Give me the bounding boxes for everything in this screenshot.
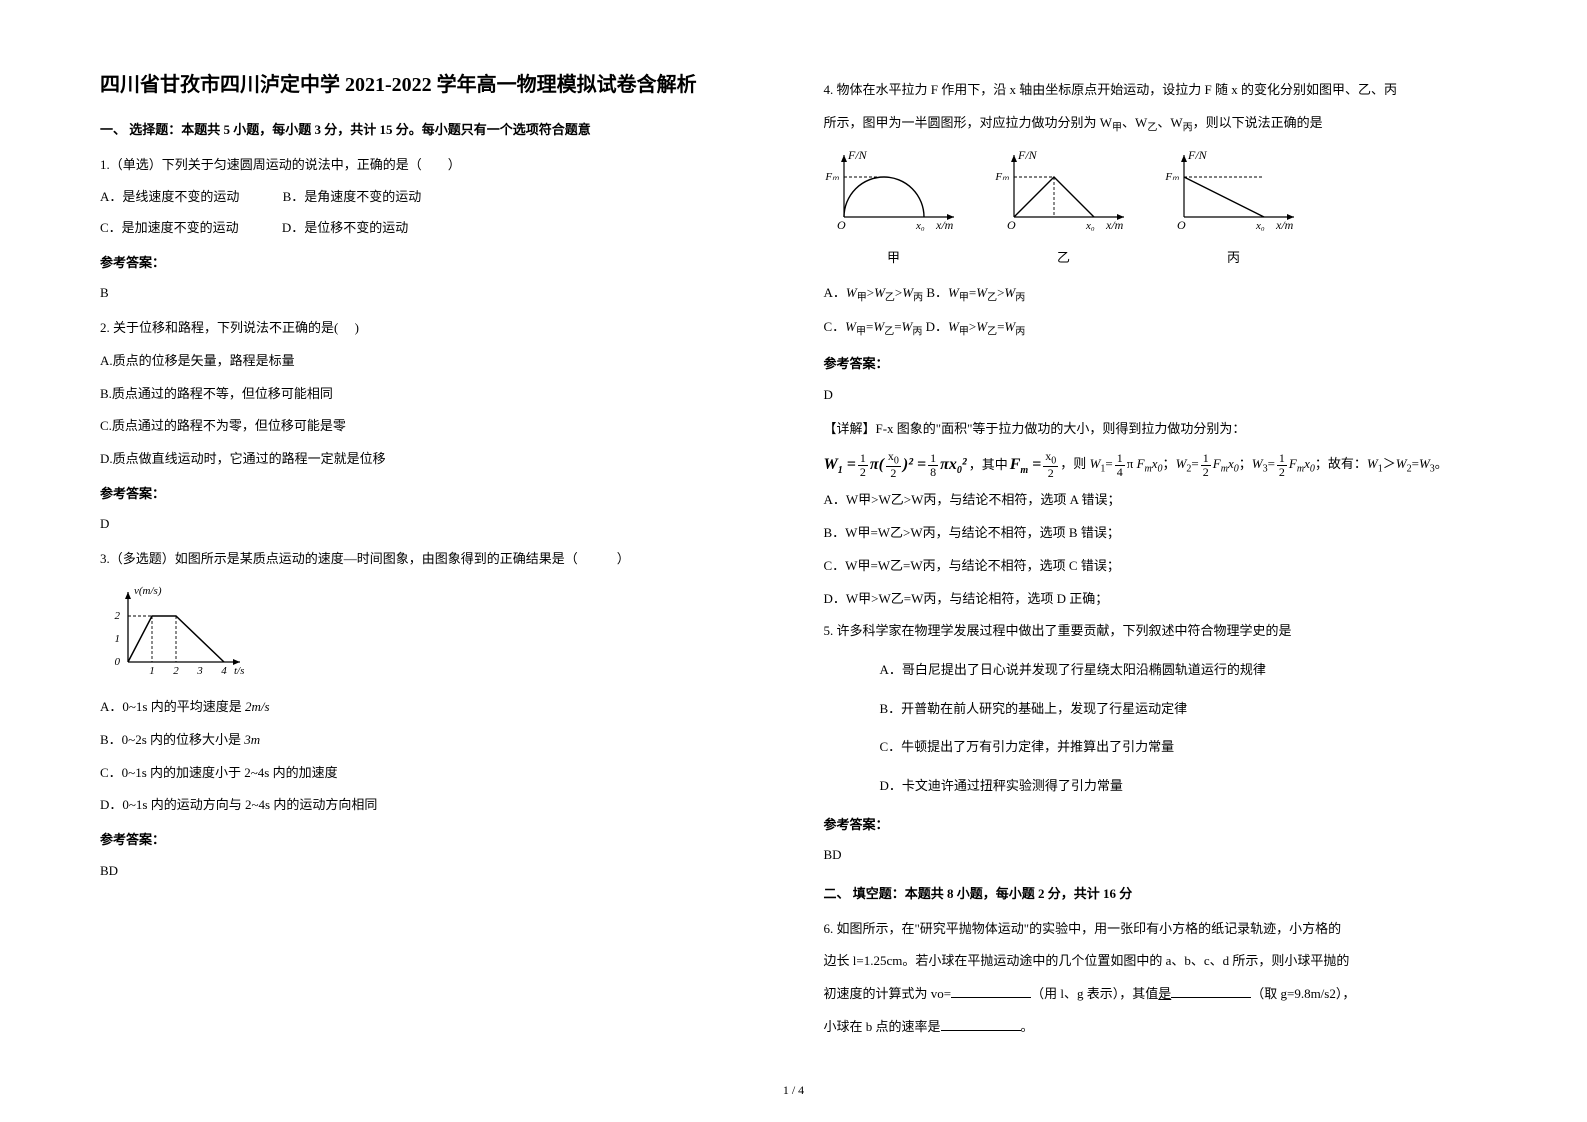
q3-opt-d: D．0~1s 内的运动方向与 2~4s 内的运动方向相同 <box>100 793 764 818</box>
q1-opts-row2: C．是加速度不变的运动 D．是位移不变的运动 <box>100 216 764 241</box>
svg-text:O: O <box>1177 218 1186 232</box>
q1-opt-d: D．是位移不变的运动 <box>282 216 408 241</box>
q3-opt-a-text: A．0~1s 内的平均速度是 <box>100 699 245 714</box>
q2-opt-d: D.质点做直线运动时，它通过的路程一定就是位移 <box>100 447 764 472</box>
q2-opt-c: C.质点通过的路程不为零，但位移可能是零 <box>100 414 764 439</box>
q3-opt-c: C．0~1s 内的加速度小于 2~4s 内的加速度 <box>100 761 764 786</box>
svg-text:Fₘ: Fₘ <box>994 171 1009 183</box>
svg-text:O: O <box>1007 218 1016 232</box>
svg-text:x₀: x₀ <box>1085 220 1095 232</box>
svg-text:3: 3 <box>196 665 203 677</box>
svg-text:Fₘ: Fₘ <box>1164 171 1179 183</box>
section2-heading: 二、 填空题：本题共 8 小题，每小题 2 分，共计 16 分 <box>824 882 1488 907</box>
q1-stem: 1.（单选）下列关于匀速圆周运动的说法中，正确的是（ ） <box>100 153 764 178</box>
q3-opt-b: B．0~2s 内的位移大小是 3m <box>100 728 764 753</box>
q6-l3: 初速度的计算式为 vo=（用 l、g 表示），其值是（取 g=9.8m/s2）， <box>824 982 1488 1007</box>
left-column: 四川省甘孜市四川泸定中学 2021-2022 学年高一物理模拟试卷含解析 一、 … <box>100 70 764 1092</box>
svg-text:x₀: x₀ <box>915 220 925 232</box>
svg-text:O: O <box>837 218 846 232</box>
q3-ans: BD <box>100 859 764 884</box>
q2-ans: D <box>100 512 764 537</box>
right-column: 4. 物体在水平拉力 F 作用下，沿 x 轴由坐标原点开始运动，设拉力 F 随 … <box>824 70 1488 1092</box>
blank-1 <box>951 984 1031 998</box>
section1-heading: 一、 选择题：本题共 5 小题，每小题 3 分，共计 15 分。每小题只有一个选… <box>100 118 764 143</box>
q4-ans: D <box>824 383 1488 408</box>
q6-l2: 边长 l=1.25cm。若小球在平抛运动途中的几个位置如图中的 a、b、c、d … <box>824 949 1488 974</box>
q5-opt-a: A．哥白尼提出了日心说并发现了行星绕太阳沿椭圆轨道运行的规律 <box>880 658 1488 683</box>
q6-l4: 小球在 b 点的速率是。 <box>824 1015 1488 1040</box>
q3-opt-a-val: 2m/s <box>245 699 270 714</box>
q4-chart-jia: F/N x/m O Fₘ x₀ 甲 <box>824 147 964 270</box>
doc-title: 四川省甘孜市四川泸定中学 2021-2022 学年高一物理模拟试卷含解析 <box>100 70 764 100</box>
q5-stem: 5. 许多科学家在物理学发展过程中做出了重要贡献，下列叙述中符合物理学史的是 <box>824 619 1488 644</box>
q4-concl-b: B．W甲=W乙>W丙，与结论不相符，选项 B 错误； <box>824 521 1488 546</box>
q1-opt-a: A．是线速度不变的运动 <box>100 185 239 210</box>
q5-ans: BD <box>824 843 1488 868</box>
q6-l1: 6. 如图所示，在"研究平抛物体运动"的实验中，用一张印有小方格的纸记录轨迹，小… <box>824 917 1488 942</box>
q5-opt-c: C．牛顿提出了万有引力定律，并推算出了引力常量 <box>880 735 1488 760</box>
svg-text:v(m/s): v(m/s) <box>134 585 162 597</box>
q2-stem: 2. 关于位移和路程，下列说法不正确的是( ) <box>100 316 764 341</box>
svg-text:1: 1 <box>115 633 121 645</box>
q4-label-bing: 丙 <box>1164 246 1304 271</box>
svg-text:x/m: x/m <box>935 218 954 232</box>
q1-opt-b: B．是角速度不变的运动 <box>283 185 422 210</box>
svg-text:x/m: x/m <box>1275 218 1294 232</box>
q4-stem-l1: 4. 物体在水平拉力 F 作用下，沿 x 轴由坐标原点开始运动，设拉力 F 随 … <box>824 78 1488 103</box>
svg-text:4: 4 <box>221 665 227 677</box>
q4-charts: F/N x/m O Fₘ x₀ 甲 F/N x/m O <box>824 147 1488 270</box>
svg-text:t/s: t/s <box>234 665 244 677</box>
q4-formula: W1 = 12 π( x02 )² = 18 πx0² ，其中 Fm = x02… <box>824 450 1488 481</box>
q4-detail-head: 【详解】F-x 图象的"面积"等于拉力做功的大小，则得到拉力做功分别为： <box>824 417 1488 442</box>
q3-vt-graph: 0 1 2 1 2 3 4 v(m/s) t/s <box>100 582 764 686</box>
svg-text:x₀: x₀ <box>1255 220 1265 232</box>
q2-ans-label: 参考答案： <box>100 482 764 507</box>
svg-text:2: 2 <box>115 610 121 622</box>
q1-opts-row1: A．是线速度不变的运动 B．是角速度不变的运动 <box>100 185 764 210</box>
svg-text:F/N: F/N <box>847 148 868 162</box>
q2-opt-a: A.质点的位移是矢量，路程是标量 <box>100 349 764 374</box>
q4-label-yi: 乙 <box>994 246 1134 271</box>
q1-ans-label: 参考答案： <box>100 251 764 276</box>
q4-label-jia: 甲 <box>824 246 964 271</box>
q5-ans-label: 参考答案： <box>824 813 1488 838</box>
q4-chart-yi: F/N x/m O Fₘ x₀ 乙 <box>994 147 1134 270</box>
q4-stem-l2: 所示，图甲为一半圆图形，对应拉力做功分别为 W甲、W乙、W丙，则以下说法正确的是 <box>824 111 1488 138</box>
blank-3 <box>941 1017 1021 1031</box>
q3-ans-label: 参考答案： <box>100 828 764 853</box>
q3-opt-a: A．0~1s 内的平均速度是 2m/s <box>100 695 764 720</box>
q4-concl-c: C．W甲=W乙=W丙，与结论不相符，选项 C 错误； <box>824 554 1488 579</box>
q4-concl-d: D．W甲>W乙=W丙，与结论相符，选项 D 正确； <box>824 587 1488 612</box>
q4-ans-label: 参考答案： <box>824 352 1488 377</box>
q4-concl-a: A．W甲>W乙>W丙，与结论不相符，选项 A 错误； <box>824 488 1488 513</box>
page-footer: 1 / 4 <box>0 1079 1587 1102</box>
svg-text:0: 0 <box>115 656 121 668</box>
svg-text:Fₘ: Fₘ <box>824 171 839 183</box>
q5-opt-b: B．开普勒在前人研究的基础上，发现了行星运动定律 <box>880 697 1488 722</box>
svg-text:F/N: F/N <box>1187 148 1208 162</box>
q2-opt-b: B.质点通过的路程不等，但位移可能相同 <box>100 382 764 407</box>
blank-2 <box>1171 984 1251 998</box>
q3-opt-b-val: 3m <box>244 732 260 747</box>
q4-opts-cd: C．W甲=W乙=W丙 D．W甲>W乙=W丙 <box>824 315 1488 342</box>
svg-text:1: 1 <box>149 665 155 677</box>
svg-text:F/N: F/N <box>1017 148 1038 162</box>
svg-text:2: 2 <box>173 665 179 677</box>
q4-chart-bing: F/N x/m O Fₘ x₀ 丙 <box>1164 147 1304 270</box>
svg-text:x/m: x/m <box>1105 218 1124 232</box>
q3-opt-b-text: B．0~2s 内的位移大小是 <box>100 732 244 747</box>
q1-ans: B <box>100 281 764 306</box>
q5-opt-d: D．卡文迪许通过扭秤实验测得了引力常量 <box>880 774 1488 799</box>
q3-stem: 3.（多选题）如图所示是某质点运动的速度—时间图象，由图象得到的正确结果是（ ） <box>100 547 764 572</box>
q4-opts-ab: A．W甲>W乙>W丙 B．W甲=W乙>W丙 <box>824 281 1488 308</box>
q1-opt-c: C．是加速度不变的运动 <box>100 216 239 241</box>
